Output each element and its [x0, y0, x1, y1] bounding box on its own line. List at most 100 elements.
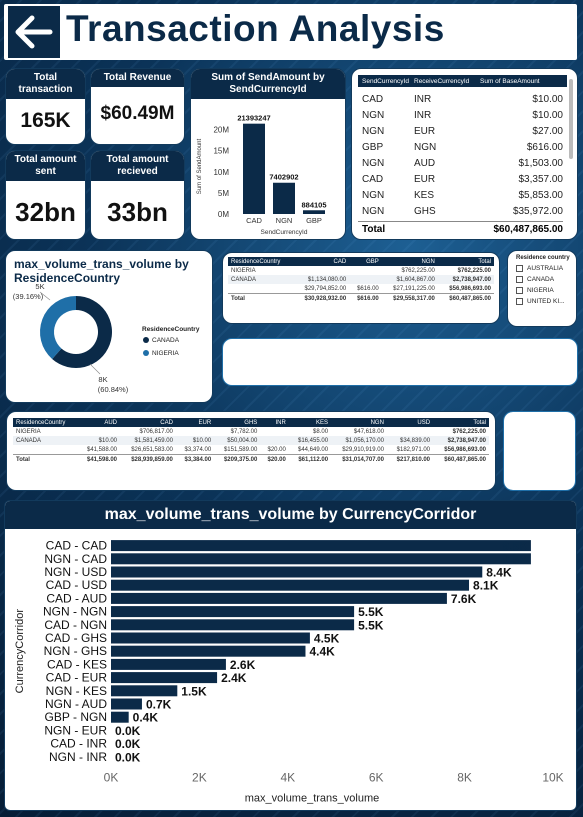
corridor-bar[interactable]: [111, 619, 355, 631]
corridor-bar[interactable]: [111, 592, 447, 604]
corridor-bar[interactable]: [111, 540, 531, 552]
table-cell: INR: [414, 93, 432, 105]
slicer-option[interactable]: NIGERIA: [516, 287, 576, 294]
col-header[interactable]: ReceiveCurrencyId: [414, 77, 470, 85]
checkbox[interactable]: [516, 298, 523, 305]
table-row[interactable]: NGN EUR $27.00: [358, 123, 563, 139]
category-label: CAD - AUD: [46, 591, 107, 605]
table-cell: $27.00: [532, 125, 563, 137]
slice-canada[interactable]: [52, 296, 112, 368]
matrix-total-cell: $209,375.00: [214, 454, 261, 464]
table-row[interactable]: NGN KES $5,853.00: [358, 187, 563, 203]
matrix-col-header[interactable]: ResidenceCountry: [228, 257, 294, 266]
matrix-cell: $56,986,693.00: [449, 285, 491, 292]
matrix-col-header[interactable]: NGN: [331, 418, 387, 427]
matrix-cell: $34,839.00: [386, 436, 434, 445]
matrix-col-header[interactable]: ResidenceCountry: [13, 418, 78, 427]
matrix-col-header[interactable]: GBP: [349, 257, 382, 266]
legend-marker: [143, 337, 149, 343]
matrix-total-cell: $3,384.00: [175, 454, 215, 464]
matrix-col-header[interactable]: Total: [437, 257, 494, 266]
matrix-col-header[interactable]: KES: [288, 418, 332, 427]
table-row[interactable]: CAD INR $10.00: [358, 91, 563, 107]
table-body: CAD INR $10.00 NGN INR $10.00 NGN EUR $27.00 GBP N…: [358, 91, 563, 219]
bar-ngn[interactable]: [273, 182, 295, 214]
slicer-option[interactable]: UNITED KI...: [516, 298, 576, 305]
bar-data-label: 9.5K: [503, 539, 529, 553]
table-row[interactable]: NGN AUD $1,503.00: [358, 155, 563, 171]
bar-data-label: 4.4K: [309, 645, 335, 659]
table-cell: NGN: [414, 141, 437, 153]
matrix-col-header[interactable]: Total: [433, 418, 489, 427]
matrix-row[interactable]: CANADA $1,134,080.00 $1,604,867.00 $2,738,9…: [228, 275, 494, 284]
send-amount-svg: 20M 15M 10M 5M 0M Sum of SendAmount 21393247 CA…: [197, 114, 327, 236]
matrix-cell: [176, 427, 214, 436]
checkbox[interactable]: [516, 265, 523, 272]
corridor-bar[interactable]: [111, 579, 470, 591]
back-button[interactable]: [8, 6, 60, 58]
matrix-cell: $762,225.00: [452, 428, 486, 435]
x-tick-label: GBP: [306, 216, 322, 225]
corridor-bar[interactable]: [111, 632, 310, 644]
matrix-total-cell: $60,487,865.00: [437, 293, 494, 303]
col-header[interactable]: SendCurrencyId: [362, 77, 409, 85]
bar-data-label: 4.5K: [314, 632, 340, 646]
matrix-col-header[interactable]: CAD: [293, 257, 350, 266]
x-axis-label: max_volume_trans_volume: [245, 792, 380, 804]
corridor-bar[interactable]: [111, 553, 531, 565]
table-row[interactable]: NGN INR $10.00: [358, 107, 563, 123]
matrix-row[interactable]: NIGERIA $706,817.00 $7,782.00 $8.00 $47,618.…: [13, 427, 489, 436]
table-cell: $10.00: [532, 109, 563, 121]
corridor-bar[interactable]: [111, 658, 226, 670]
category-label: NGN - USD: [44, 565, 107, 579]
bar-data-label: 884105: [301, 200, 326, 209]
kpi-label: Total transaction: [6, 69, 85, 99]
legend-item[interactable]: CANADA: [152, 337, 180, 344]
corridor-bar[interactable]: [111, 566, 483, 578]
x-tick-label: 8K: [457, 770, 472, 784]
legend-marker: [143, 350, 149, 356]
corridor-bar[interactable]: [111, 698, 142, 710]
matrix-cell: $151,589.00: [223, 446, 258, 453]
total-label: Total: [362, 224, 386, 235]
table-cell: $35,972.00: [512, 205, 563, 217]
corridor-bar[interactable]: [111, 711, 129, 723]
back-arrow-icon: [15, 15, 53, 49]
revenue-table-panel: SendCurrencyId ReceiveCurrencyId Sum of …: [351, 68, 578, 240]
matrix-cell: $41,588.00: [86, 446, 118, 453]
slicer-option[interactable]: CANADA: [516, 276, 576, 283]
corridor-bar[interactable]: [111, 645, 306, 657]
table-cell: NGN: [362, 205, 385, 217]
table-row[interactable]: CAD EUR $3,357.00: [358, 171, 563, 187]
matrix-col-header[interactable]: CAD: [120, 418, 176, 427]
checkbox[interactable]: [516, 287, 523, 294]
table-cell: KES: [414, 189, 435, 201]
matrix-row[interactable]: $41,588.00 $26,651,583.00 $3,374.00 $151,58…: [13, 445, 489, 455]
matrix-row[interactable]: $29,794,852.00 $616.00 $27,191,225.00 $56,9…: [228, 284, 494, 294]
matrix-row[interactable]: NIGERIA $762,225.00 $762,225.00: [228, 266, 494, 275]
table-row[interactable]: NGN GHS $35,972.00: [358, 203, 563, 219]
corridor-bar[interactable]: [111, 672, 218, 684]
bar-gbp[interactable]: [303, 210, 325, 214]
corridor-bar[interactable]: [111, 606, 355, 618]
bar-cad[interactable]: [243, 123, 265, 214]
table-cell: CAD: [362, 93, 384, 105]
matrix-col-header[interactable]: GHS: [214, 418, 261, 427]
matrix-col-header[interactable]: AUD: [77, 418, 121, 427]
matrix-cell: $616.00: [357, 285, 379, 292]
slice-nigeria[interactable]: [40, 296, 76, 359]
slicer-option[interactable]: AUSTRALIA: [516, 265, 576, 272]
col-header[interactable]: Sum of BaseAmount: [480, 77, 540, 85]
bar-data-label: 7402902: [269, 173, 298, 182]
checkbox[interactable]: [516, 276, 523, 283]
legend-item[interactable]: NIGERIA: [152, 350, 179, 357]
corridor-bar[interactable]: [111, 685, 178, 697]
matrix-col-header[interactable]: INR: [260, 418, 289, 427]
table-row[interactable]: GBP NGN $616.00: [358, 139, 563, 155]
matrix-cell: [349, 266, 382, 275]
matrix-col-header[interactable]: NGN: [381, 257, 438, 266]
matrix-col-header[interactable]: EUR: [175, 418, 215, 427]
matrix-row[interactable]: CANADA $10.00 $1,581,459.00 $10.00 $50,004.0…: [13, 436, 489, 445]
matrix-col-header[interactable]: USD: [386, 418, 434, 427]
scrollbar[interactable]: [569, 79, 573, 159]
